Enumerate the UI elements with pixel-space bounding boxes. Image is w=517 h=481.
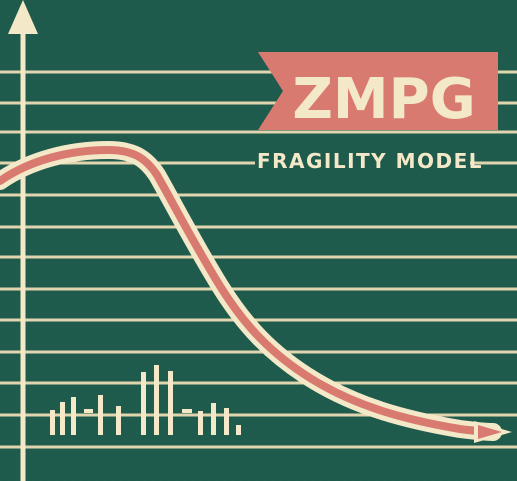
histogram-bar <box>224 408 229 435</box>
histogram-bars <box>50 365 241 435</box>
histogram-bar <box>84 409 93 413</box>
histogram-bar <box>211 403 216 435</box>
title-banner: ZMPG <box>258 52 498 132</box>
title: ZMPG <box>292 67 475 132</box>
vertical-axis <box>8 0 38 481</box>
horizontal-grid-lines <box>0 70 517 449</box>
histogram-bar <box>141 372 146 435</box>
histogram-bar <box>71 397 76 435</box>
histogram-bar <box>168 371 173 435</box>
curve-fill <box>0 145 497 436</box>
histogram-bar <box>60 402 65 435</box>
histogram-bar <box>98 395 103 435</box>
histogram-bar <box>154 365 159 435</box>
banner-shape <box>258 52 498 130</box>
fragility-curve <box>0 140 512 443</box>
curve-arrow-fill-icon <box>478 425 502 439</box>
histogram-bar <box>236 425 241 435</box>
histogram-bar <box>198 411 203 435</box>
axis-arrow-icon <box>8 0 38 34</box>
histogram-bar <box>50 410 55 435</box>
histogram-bar <box>182 409 192 413</box>
subtitle: FRAGILITY MODEL <box>257 149 483 173</box>
histogram-bar <box>116 406 121 435</box>
